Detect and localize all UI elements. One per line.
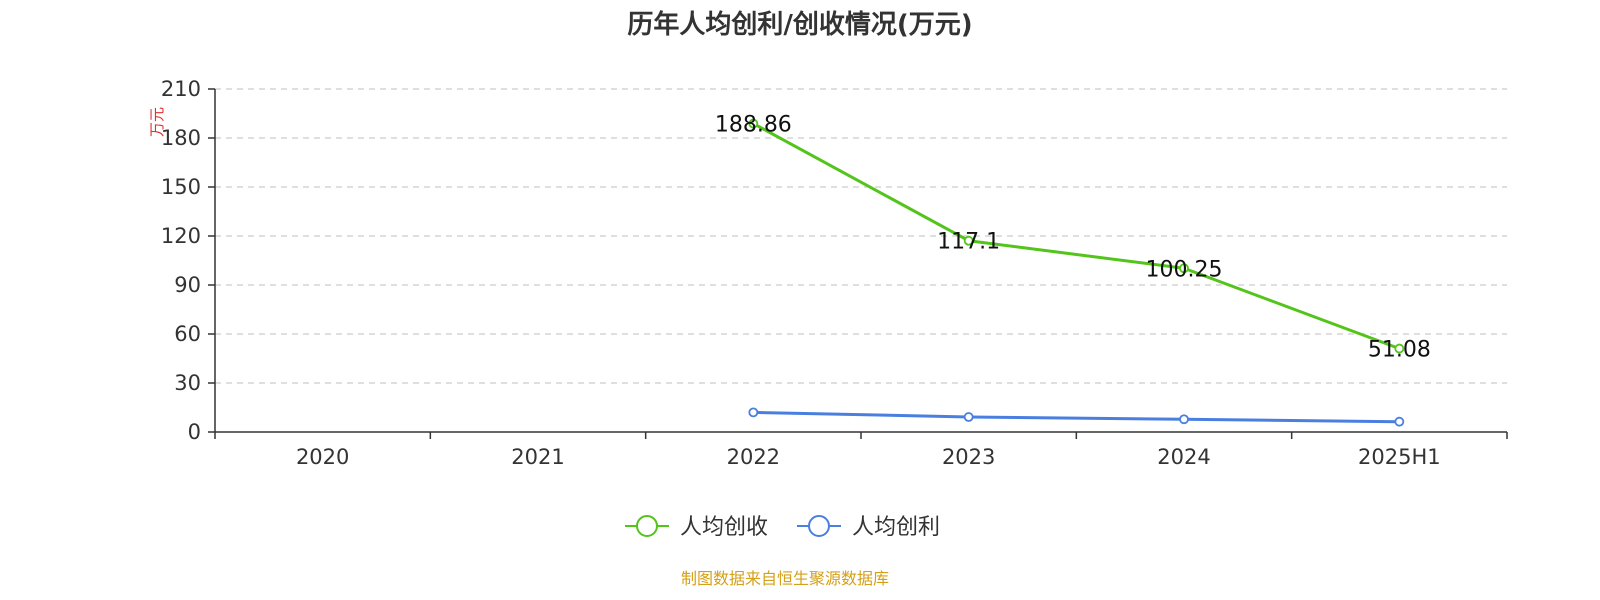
x-tick-label: 2024 [1157,445,1210,469]
axes: 0 30 60 90 120 150 180 210 2020 2021 2022 2023 2024 2… [161,77,1508,469]
data-point[interactable] [1394,343,1405,354]
data-label: 51.08 [1368,338,1431,363]
y-tick-label: 60 [174,322,201,346]
y-tick-label: 0 [188,420,201,444]
data-label: 100.25 [1146,257,1223,282]
y-tick-label: 30 [174,371,201,395]
data-point[interactable] [1179,263,1189,274]
y-axis-unit-label: 万元 [148,107,166,137]
data-point[interactable] [748,407,759,418]
legend-label: 人均创利 [852,515,940,540]
data-point[interactable] [1394,416,1405,427]
data-point[interactable] [1179,414,1189,425]
x-tick-label: 2020 [296,445,349,469]
y-tick-label: 120 [161,224,201,248]
series-line [753,410,1400,424]
series-line [752,122,1400,350]
chart-title: 历年人均创利/创收情况(万元) [627,9,972,40]
y-tick-label: 210 [161,77,201,101]
legend-label: 人均创收 [680,515,768,540]
legend[interactable]: 人均创收 人均创利 [625,515,940,540]
data-point[interactable] [963,235,974,246]
source-note: 制图数据来自恒生聚源数据库 [681,569,889,588]
grid-lines [215,88,1507,384]
x-tick-label: 2023 [942,445,995,469]
data-point[interactable] [963,412,974,422]
x-tick-label: 2022 [727,445,780,469]
y-tick-label: 90 [174,273,201,297]
x-tick-label: 2021 [511,445,564,469]
data-labels: 188.86 117.1 100.25 51.08 [715,113,1431,363]
data-label: 188.86 [715,113,792,138]
y-tick-label: 150 [161,175,201,199]
data-label: 117.1 [937,230,1000,255]
y-tick-label: 180 [161,126,201,150]
x-tick-label: 2025H1 [1358,445,1441,469]
legend-item[interactable]: 人均创利 [797,515,940,540]
data-point[interactable] [748,118,759,129]
legend-marker [636,515,658,537]
legend-item[interactable]: 人均创收 [625,515,768,540]
series-lines [748,118,1405,427]
legend-marker [808,515,830,537]
